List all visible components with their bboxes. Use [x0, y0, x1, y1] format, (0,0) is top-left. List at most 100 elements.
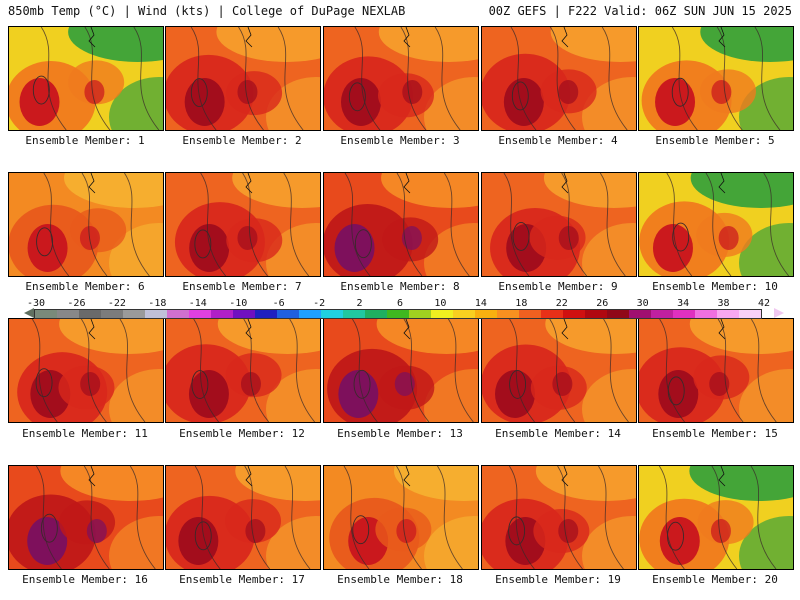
- height-contour: [750, 319, 777, 422]
- closed-contour: [194, 521, 212, 551]
- height-contour: [603, 319, 629, 422]
- closed-contour: [194, 229, 212, 259]
- temperature-field: [639, 319, 793, 422]
- height-contour: [561, 173, 588, 276]
- colorbar-segment: [101, 310, 123, 318]
- colorbar-segment: [673, 310, 695, 318]
- height-contour: [84, 27, 111, 130]
- central-hot-core: [84, 80, 105, 104]
- height-contour: [80, 319, 107, 422]
- ensemble-member-map: [165, 465, 321, 570]
- colorbar-segment: [35, 310, 57, 318]
- central-hot-core: [711, 80, 732, 104]
- ensemble-member-map: [8, 172, 164, 277]
- closed-contour: [353, 369, 371, 399]
- colorbar-segment: [255, 310, 277, 318]
- closed-contour: [509, 369, 527, 399]
- coastline: [245, 27, 253, 48]
- height-contour: [750, 466, 777, 569]
- eastern-field-area: [424, 77, 478, 130]
- ensemble-member-map: [323, 26, 479, 131]
- colorbar-segment: [563, 310, 585, 318]
- height-contour: [754, 27, 781, 130]
- colorbar-segment: [321, 310, 343, 318]
- central-hot-core: [401, 226, 422, 250]
- northern-field-area: [232, 173, 320, 208]
- northern-field-area: [60, 466, 163, 501]
- central-hot-core: [558, 80, 579, 104]
- northern-field-area: [689, 466, 793, 501]
- height-contour: [557, 466, 583, 569]
- height-contour: [43, 173, 70, 276]
- coastline: [561, 173, 569, 194]
- colorbar-tick-label: 6: [396, 298, 404, 309]
- colorbar-tick-label: 18: [515, 298, 528, 309]
- ensemble-member-caption: Ensemble Member: 14: [495, 427, 621, 440]
- height-contour: [277, 27, 304, 130]
- colorbar-segment: [651, 310, 673, 318]
- colorbar-segment: [145, 310, 167, 318]
- height-contour: [36, 466, 62, 569]
- height-contour: [133, 27, 160, 130]
- height-contour: [763, 173, 790, 276]
- temperature-field: [9, 27, 163, 130]
- colorbar-segment: [717, 310, 739, 318]
- height-contour: [124, 173, 150, 276]
- temperature-field: [166, 173, 320, 276]
- central-warm-area: [70, 208, 127, 253]
- central-hot-core: [402, 80, 423, 104]
- colorbar-tick-label: -26: [67, 298, 86, 309]
- northern-field-area: [216, 27, 320, 62]
- northern-field-area: [545, 319, 636, 354]
- eastern-field-area: [266, 516, 320, 569]
- hot-core: [19, 78, 60, 126]
- colorbar-segment: [57, 310, 79, 318]
- colorbar-segment: [695, 310, 717, 318]
- temperature-field: [9, 466, 163, 569]
- closed-contour: [35, 368, 53, 398]
- height-contour: [711, 466, 738, 569]
- ensemble-member-map: [8, 26, 164, 131]
- ensemble-member-map: [481, 26, 637, 131]
- colorbar-segment: [211, 310, 233, 318]
- coastline: [88, 466, 96, 487]
- temperature-field: [166, 466, 320, 569]
- northern-field-area: [63, 173, 163, 208]
- coastline: [718, 27, 726, 48]
- coastline: [88, 319, 96, 340]
- central-hot-core: [558, 519, 579, 543]
- colorbar-segment: [409, 310, 431, 318]
- height-contour: [200, 173, 227, 276]
- eastern-field-area: [109, 516, 163, 569]
- height-contour: [83, 466, 110, 569]
- height-contour: [283, 173, 310, 276]
- colorbar-segment: [629, 310, 651, 318]
- northern-field-area: [393, 466, 478, 501]
- ensemble-member-map: [481, 465, 637, 570]
- height-contour: [599, 173, 626, 276]
- ensemble-member-map: [8, 465, 164, 570]
- hot-core: [27, 224, 68, 272]
- central-warm-area: [59, 500, 116, 545]
- height-contour: [119, 319, 146, 422]
- colorbar-segment: [365, 310, 387, 318]
- height-contour: [509, 319, 535, 422]
- eastern-field-area: [739, 369, 793, 422]
- hot-core: [189, 224, 230, 272]
- hot-core: [655, 78, 696, 126]
- eastern-field-area: [582, 369, 636, 422]
- eastern-field-area: [582, 223, 636, 276]
- coastline: [403, 466, 411, 487]
- colorbar-segment: [189, 310, 211, 318]
- ensemble-member-caption: Ensemble Member: 4: [498, 134, 618, 147]
- ensemble-member-caption: Ensemble Member: 3: [340, 134, 460, 147]
- ensemble-member-map: [323, 318, 479, 423]
- ensemble-member-caption: Ensemble Member: 1: [25, 134, 145, 147]
- ensemble-member-caption: Ensemble Member: 16: [22, 573, 148, 586]
- colorbar-tick-label: 30: [636, 298, 649, 309]
- temperature-field: [324, 173, 478, 276]
- colorbar-tick-label: 38: [717, 298, 730, 309]
- ensemble-member-map: [323, 465, 479, 570]
- closed-contour: [511, 81, 529, 111]
- northern-field-area: [378, 27, 478, 62]
